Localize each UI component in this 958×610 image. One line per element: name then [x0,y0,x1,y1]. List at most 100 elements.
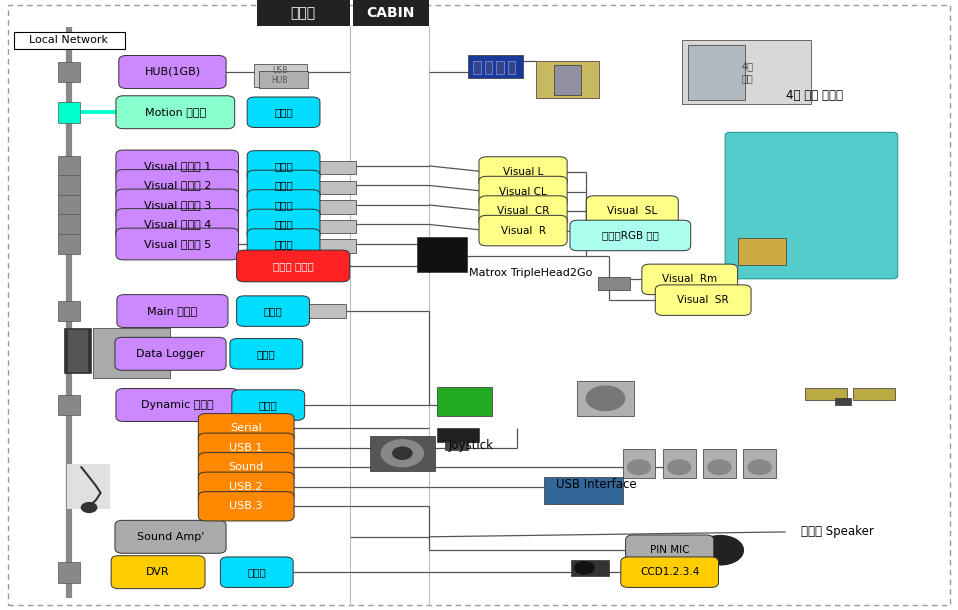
FancyBboxPatch shape [318,181,356,194]
FancyBboxPatch shape [254,64,307,87]
FancyBboxPatch shape [14,32,125,49]
Text: Data Logger: Data Logger [136,349,205,359]
FancyBboxPatch shape [682,40,811,104]
FancyBboxPatch shape [437,387,492,416]
Text: Visual  SL: Visual SL [607,206,657,216]
FancyBboxPatch shape [586,196,678,226]
Text: Visual  R: Visual R [501,226,545,235]
FancyBboxPatch shape [437,428,479,442]
Circle shape [697,536,743,565]
FancyBboxPatch shape [111,556,205,589]
Circle shape [393,447,412,459]
Text: 모니터: 모니터 [259,400,278,410]
FancyBboxPatch shape [496,61,504,74]
Text: USB Interface: USB Interface [556,478,636,491]
FancyBboxPatch shape [370,436,435,471]
FancyBboxPatch shape [468,55,523,78]
Text: PIN MIC: PIN MIC [650,545,690,555]
Text: Visual 컴퓨터 3: Visual 컴퓨터 3 [144,200,211,210]
FancyBboxPatch shape [318,220,356,233]
FancyBboxPatch shape [300,304,346,318]
FancyBboxPatch shape [67,464,110,509]
FancyBboxPatch shape [743,449,776,478]
FancyBboxPatch shape [445,442,468,450]
FancyBboxPatch shape [508,61,515,74]
Text: 모니터: 모니터 [274,239,293,249]
Circle shape [81,503,97,512]
FancyBboxPatch shape [626,535,714,565]
FancyBboxPatch shape [116,150,239,182]
FancyBboxPatch shape [536,61,599,98]
FancyBboxPatch shape [119,56,226,88]
Text: Visual L: Visual L [503,167,543,177]
FancyBboxPatch shape [247,97,320,127]
FancyBboxPatch shape [58,62,80,82]
FancyBboxPatch shape [485,61,492,74]
FancyBboxPatch shape [116,228,239,260]
FancyBboxPatch shape [115,337,226,370]
Text: Motion 컴퓨터: Motion 컴퓨터 [145,107,206,117]
FancyBboxPatch shape [805,388,847,400]
Text: Matrox TripleHead2Go: Matrox TripleHead2Go [469,268,593,278]
FancyBboxPatch shape [621,557,718,587]
Text: USB
HUB: USB HUB [271,66,288,85]
FancyBboxPatch shape [58,214,80,235]
Text: DVR: DVR [147,567,170,577]
Text: 4축
모션: 4축 모션 [741,61,753,83]
Text: Main 컴퓨터: Main 컴퓨터 [148,306,197,316]
FancyBboxPatch shape [479,176,567,207]
FancyBboxPatch shape [198,472,294,501]
Text: 관리자 모니터: 관리자 모니터 [273,261,313,271]
Text: 모니터: 모니터 [257,349,276,359]
Text: CCD1.2.3.4: CCD1.2.3.4 [640,567,699,577]
FancyBboxPatch shape [598,277,630,290]
Text: 모니터: 모니터 [247,567,266,577]
Text: HUB(1GB): HUB(1GB) [145,67,200,77]
Text: Serial: Serial [230,423,262,433]
FancyBboxPatch shape [479,196,567,226]
Text: 모니터: 모니터 [274,200,293,210]
Text: USB.3: USB.3 [230,501,262,511]
Text: USB.2: USB.2 [229,482,263,492]
FancyBboxPatch shape [473,61,481,74]
FancyBboxPatch shape [116,389,239,422]
Circle shape [668,460,691,475]
FancyBboxPatch shape [117,295,228,328]
FancyBboxPatch shape [571,560,609,576]
FancyBboxPatch shape [318,200,356,214]
FancyBboxPatch shape [58,395,80,415]
Text: Visual  CR: Visual CR [497,206,549,216]
FancyBboxPatch shape [116,209,239,240]
FancyBboxPatch shape [58,156,80,176]
FancyBboxPatch shape [115,520,226,553]
FancyBboxPatch shape [198,453,294,482]
FancyBboxPatch shape [247,229,320,259]
FancyBboxPatch shape [688,45,745,100]
Text: 운영실: 운영실 [290,6,315,20]
FancyBboxPatch shape [237,250,350,282]
Text: 모니터: 모니터 [274,161,293,171]
FancyBboxPatch shape [318,161,356,174]
Text: SIM
RIG: SIM RIG [124,343,139,363]
FancyBboxPatch shape [58,195,80,215]
FancyBboxPatch shape [247,151,320,181]
Text: Local Network: Local Network [30,35,108,45]
FancyBboxPatch shape [58,234,80,254]
FancyBboxPatch shape [247,209,320,240]
FancyBboxPatch shape [703,449,736,478]
FancyBboxPatch shape [479,215,567,246]
Text: Visual 컴퓨터 5: Visual 컴퓨터 5 [144,239,211,249]
FancyBboxPatch shape [353,0,429,26]
FancyBboxPatch shape [544,477,623,504]
FancyBboxPatch shape [247,170,320,201]
FancyBboxPatch shape [577,381,634,416]
Text: Sound: Sound [229,462,263,472]
FancyBboxPatch shape [67,329,88,372]
Text: 통화용 Speaker: 통화용 Speaker [801,525,874,539]
FancyBboxPatch shape [642,264,738,295]
Text: 모니터: 모니터 [274,181,293,190]
FancyBboxPatch shape [259,71,308,88]
FancyBboxPatch shape [738,238,786,265]
FancyBboxPatch shape [198,433,294,462]
Text: Visual 컴퓨터 4: Visual 컴퓨터 4 [144,220,211,229]
